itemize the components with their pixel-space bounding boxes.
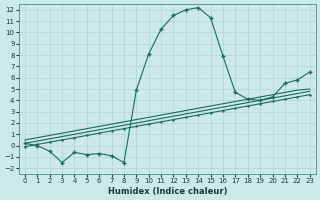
X-axis label: Humidex (Indice chaleur): Humidex (Indice chaleur) <box>108 187 227 196</box>
